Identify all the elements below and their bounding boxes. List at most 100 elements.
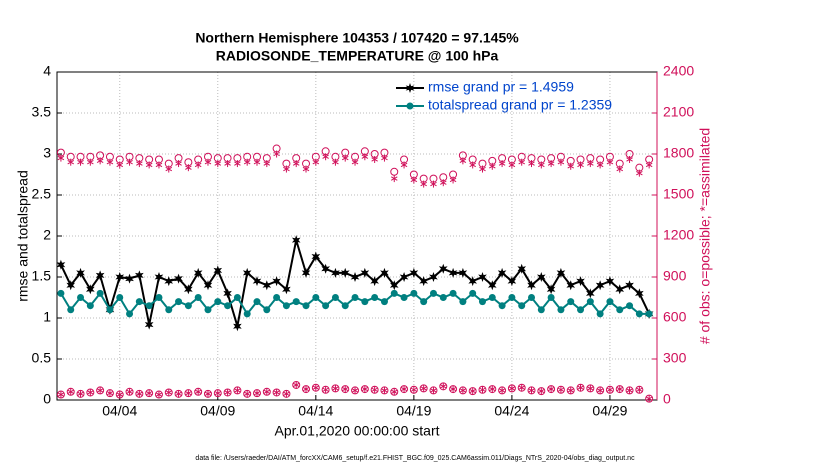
marker-star <box>448 267 458 278</box>
marker-star <box>76 267 85 278</box>
data-point <box>126 158 133 166</box>
marker-asterisk <box>165 390 173 395</box>
data-point <box>537 306 545 314</box>
data-point <box>390 175 398 183</box>
marker-asterisk <box>234 388 241 393</box>
data-point <box>213 265 223 276</box>
marker-circle <box>331 294 339 301</box>
data-point <box>351 158 359 166</box>
marker-circle <box>577 306 585 314</box>
data-point <box>263 306 271 314</box>
data-point <box>312 294 320 301</box>
marker-asterisk <box>439 384 447 389</box>
data-point <box>135 298 143 306</box>
data-point <box>556 267 566 278</box>
data-point <box>409 267 419 278</box>
data-point <box>625 280 634 291</box>
marker-asterisk <box>479 387 486 392</box>
marker-circle <box>204 306 212 314</box>
marker-circle <box>400 294 408 301</box>
marker-asterisk <box>136 161 143 166</box>
data-point <box>135 389 144 398</box>
marker-circle <box>175 298 183 306</box>
marker-circle <box>77 294 85 301</box>
marker-circle <box>214 298 222 306</box>
marker-star <box>605 276 615 287</box>
marker-circle <box>478 298 486 306</box>
marker-circle <box>586 298 594 306</box>
data-point <box>292 298 300 306</box>
legend-label: totalspread grand pr = 1.2359 <box>428 97 612 113</box>
data-point <box>203 280 213 291</box>
marker-asterisk <box>410 177 418 183</box>
data-point <box>361 153 369 161</box>
x-axis-label: Apr.01,2020 00:00:00 start <box>274 423 439 439</box>
marker-asterisk <box>439 180 447 185</box>
marker-asterisk <box>194 389 202 394</box>
marker-asterisk <box>645 396 653 401</box>
marker-circle <box>488 294 496 301</box>
data-point <box>292 380 301 389</box>
marker-star <box>380 267 389 278</box>
data-point <box>469 289 477 297</box>
data-point <box>488 385 497 394</box>
data-point <box>400 385 409 394</box>
data-point <box>468 276 477 287</box>
data-point <box>605 385 614 394</box>
data-point <box>615 385 624 394</box>
marker-asterisk <box>87 390 94 395</box>
data-point <box>567 298 575 306</box>
data-point <box>616 165 624 173</box>
data-point <box>497 267 507 278</box>
marker-asterisk <box>547 386 555 392</box>
data-point <box>145 302 153 310</box>
marker-asterisk <box>371 387 378 392</box>
marker-star <box>233 321 242 332</box>
marker-star <box>203 280 213 291</box>
marker-asterisk <box>175 391 182 397</box>
data-point <box>341 385 350 394</box>
marker-circle <box>635 310 643 318</box>
data-point <box>175 160 182 168</box>
data-point <box>193 267 203 278</box>
marker-circle <box>469 289 477 297</box>
data-point <box>645 394 654 403</box>
data-point <box>626 302 634 310</box>
data-point <box>616 306 624 314</box>
marker-asterisk <box>106 390 114 396</box>
data-point <box>399 272 409 282</box>
marker-asterisk <box>302 166 310 172</box>
marker-circle <box>243 310 251 318</box>
marker-circle <box>537 306 545 314</box>
data-point <box>234 160 241 168</box>
marker-star <box>546 284 556 295</box>
marker-asterisk <box>400 162 408 168</box>
data-point <box>459 298 467 306</box>
marker-asterisk <box>577 385 584 390</box>
marker-asterisk <box>498 161 506 166</box>
data-point <box>566 280 576 291</box>
data-point <box>77 294 85 301</box>
marker-star <box>615 284 625 295</box>
marker-star <box>458 267 468 278</box>
marker-star <box>331 267 340 278</box>
x-tick-label: 04/19 <box>396 403 431 419</box>
marker-asterisk <box>587 386 594 391</box>
data-point <box>420 180 427 188</box>
marker-asterisk <box>390 176 398 181</box>
data-point <box>410 289 418 297</box>
data-point <box>164 276 174 287</box>
marker-circle <box>380 298 388 306</box>
data-point <box>214 160 222 168</box>
marker-asterisk <box>616 166 624 172</box>
marker-asterisk <box>332 386 339 391</box>
marker-star <box>488 280 497 291</box>
marker-star <box>527 280 536 291</box>
marker-asterisk <box>145 162 153 168</box>
data-point <box>518 302 526 310</box>
data-point <box>66 387 75 396</box>
marker-circle <box>449 289 457 297</box>
data-point <box>223 288 232 299</box>
data-point <box>429 289 437 297</box>
